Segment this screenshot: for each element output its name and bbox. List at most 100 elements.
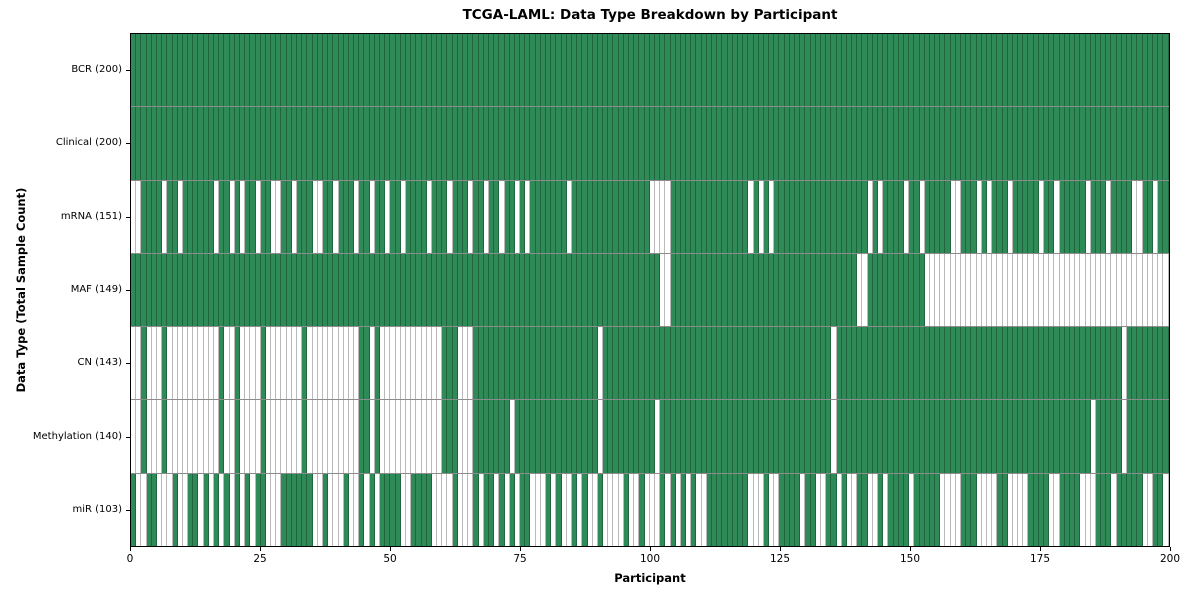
heatmap-cell: [1080, 473, 1086, 546]
heatmap-cell: [571, 107, 578, 180]
heatmap-cell: [1137, 34, 1143, 107]
heatmap-cell: [333, 473, 339, 546]
heatmap-cell: [1075, 180, 1081, 253]
heatmap-cell: [903, 253, 910, 327]
heatmap-cell: [1142, 34, 1148, 107]
heatmap-cell: [769, 400, 775, 473]
heatmap-cell: [1069, 34, 1076, 107]
heatmap-cell: [551, 327, 557, 400]
heatmap-cell: [800, 107, 806, 180]
heatmap-cell: [245, 107, 251, 180]
heatmap-cell: [961, 400, 967, 473]
heatmap-cell: [255, 473, 261, 546]
heatmap-cell: [188, 107, 194, 180]
heatmap-cell: [1132, 473, 1138, 546]
heatmap-cell: [914, 107, 920, 180]
heatmap-cell: [857, 107, 863, 180]
heatmap-cell: [255, 180, 261, 253]
heatmap-cell: [945, 400, 951, 473]
heatmap-cell: [1111, 107, 1117, 180]
heatmap-cell: [224, 34, 230, 107]
heatmap-cell: [374, 473, 380, 546]
heatmap-cell: [463, 34, 469, 107]
heatmap-cell: [701, 107, 707, 180]
heatmap-cell: [530, 34, 536, 107]
heatmap-cell: [307, 327, 313, 400]
heatmap-cell: [940, 400, 946, 473]
heatmap-cell: [457, 473, 463, 546]
heatmap-cell: [271, 400, 277, 473]
heatmap-cell: [571, 473, 578, 546]
heatmap-cell: [328, 473, 334, 546]
heatmap-cell: [1121, 107, 1127, 180]
heatmap-cell: [203, 34, 209, 107]
heatmap-cell: [146, 400, 152, 473]
heatmap-cell: [322, 34, 329, 107]
heatmap-cell: [1007, 253, 1013, 327]
heatmap-cell: [862, 473, 868, 546]
heatmap-cell: [971, 473, 977, 546]
heatmap-cell: [1038, 253, 1044, 327]
heatmap-cell: [680, 327, 687, 400]
heatmap-cell: [841, 107, 847, 180]
heatmap-cell: [208, 180, 214, 253]
heatmap-cell: [395, 180, 401, 253]
heatmap-cell: [390, 327, 396, 400]
heatmap-cell: [654, 400, 661, 473]
heatmap-cell: [1106, 180, 1112, 253]
heatmap-cell: [618, 253, 624, 327]
heatmap-cell: [483, 400, 489, 473]
heatmap-row-CN: [131, 326, 1169, 400]
heatmap-cell: [686, 473, 692, 546]
heatmap-cell: [457, 34, 463, 107]
heatmap-cell: [421, 107, 427, 180]
heatmap-cell: [224, 473, 230, 546]
heatmap-cell: [146, 253, 152, 327]
heatmap-cell: [473, 34, 479, 107]
heatmap-cell: [971, 253, 977, 327]
heatmap-cell: [198, 473, 204, 546]
heatmap-cell: [618, 34, 624, 107]
heatmap-cell: [789, 473, 795, 546]
heatmap-cell: [136, 473, 142, 546]
heatmap-cell: [473, 107, 479, 180]
heatmap-cell: [1023, 473, 1029, 546]
heatmap-cell: [779, 34, 785, 107]
heatmap-cell: [1152, 253, 1159, 327]
heatmap-cell: [961, 473, 967, 546]
heatmap-cell: [986, 473, 993, 546]
heatmap-cell: [784, 473, 790, 546]
heatmap-cell: [846, 107, 853, 180]
heatmap-cell: [883, 253, 889, 327]
heatmap-cell: [1033, 400, 1039, 473]
heatmap-cell: [447, 34, 453, 107]
heatmap-cell: [483, 473, 489, 546]
heatmap-cell: [312, 473, 318, 546]
heatmap-cell: [924, 180, 930, 253]
heatmap-cell: [478, 107, 484, 180]
heatmap-cell: [867, 107, 873, 180]
heatmap-cell: [328, 253, 334, 327]
heatmap-cell: [1064, 34, 1070, 107]
heatmap-cell: [582, 253, 588, 327]
heatmap-cell: [312, 400, 318, 473]
heatmap-cell: [1054, 107, 1060, 180]
heatmap-cell: [203, 107, 209, 180]
heatmap-cell: [239, 327, 246, 400]
heatmap-cell: [597, 107, 604, 180]
heatmap-cell: [758, 253, 764, 327]
heatmap-cell: [364, 180, 370, 253]
heatmap-cell: [540, 327, 546, 400]
heatmap-cell: [577, 327, 583, 400]
heatmap-cell: [1163, 107, 1169, 180]
heatmap-cell: [338, 34, 344, 107]
heatmap-cell: [250, 180, 256, 253]
heatmap-cell: [239, 107, 246, 180]
heatmap-cell: [660, 400, 666, 473]
heatmap-cell: [364, 473, 370, 546]
heatmap-cell: [1095, 180, 1102, 253]
heatmap-cell: [1106, 34, 1112, 107]
heatmap-cell: [400, 400, 406, 473]
heatmap-cell: [774, 180, 780, 253]
heatmap-cell: [302, 253, 308, 327]
